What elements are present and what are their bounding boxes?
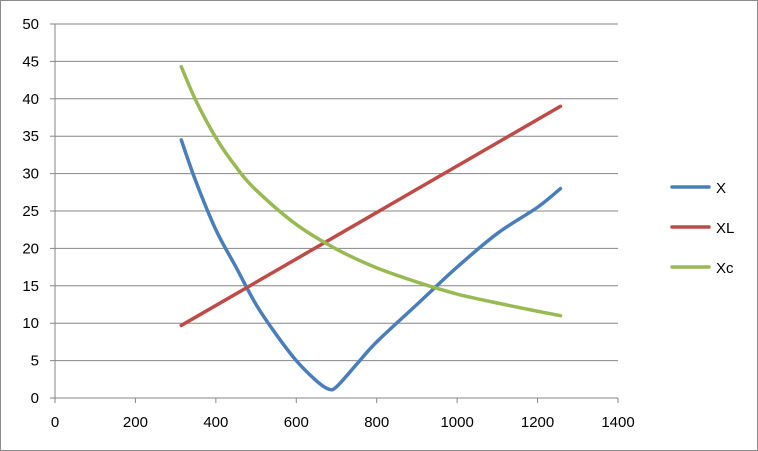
series-line-xc	[179, 64, 563, 318]
gridlines	[55, 23, 618, 362]
y-tick-label: 25	[22, 203, 39, 220]
x-tick-label: 1200	[521, 414, 554, 431]
x-tick-label: 1400	[601, 414, 634, 431]
y-tick-label: 10	[22, 315, 39, 332]
y-tick-label: 40	[22, 91, 39, 108]
x-tick-label: 600	[284, 414, 309, 431]
series-line-x	[179, 138, 563, 392]
series-lines	[179, 64, 563, 392]
y-tick-label: 45	[22, 53, 39, 70]
legend-label-xl: XL	[716, 220, 734, 237]
x-tick-label: 400	[203, 414, 228, 431]
y-tick-label: 50	[22, 16, 39, 33]
y-tick-label: 30	[22, 166, 39, 183]
legend: X XL Xc	[670, 180, 734, 277]
y-tick-label: 35	[22, 128, 39, 145]
x-tick-label: 1000	[440, 414, 473, 431]
x-tick-label: 0	[51, 414, 59, 431]
x-tick-label: 200	[123, 414, 148, 431]
y-tick-label: 0	[31, 390, 39, 407]
y-tick-label: 5	[31, 353, 39, 370]
y-tick-label: 15	[22, 278, 39, 295]
axes: 0 5 10 15 20 25 30 35 40 45 50 0 200 400 600 800 1000 120…	[22, 16, 634, 431]
legend-label-x: X	[716, 180, 726, 197]
series-line-xl	[179, 104, 563, 328]
x-tick-label: 800	[364, 414, 389, 431]
legend-label-xc: Xc	[716, 260, 734, 277]
y-tick-label: 20	[22, 240, 39, 257]
